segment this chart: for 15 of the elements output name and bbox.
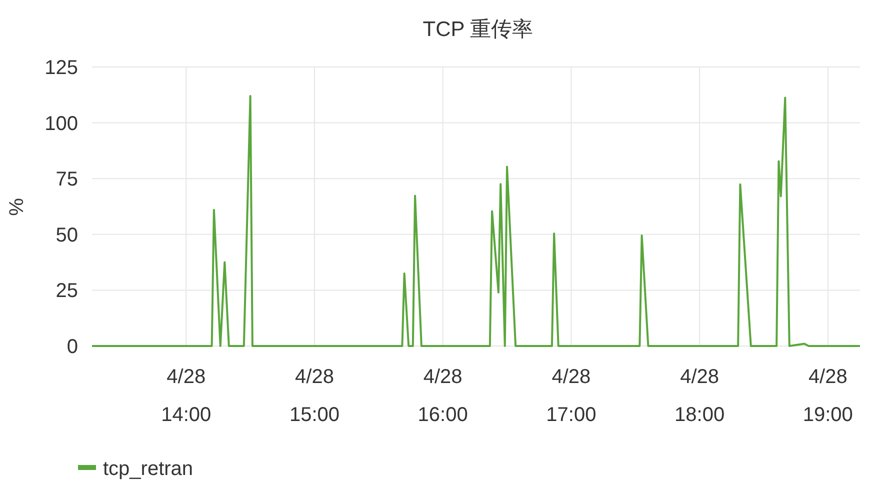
y-tick-label: 50 xyxy=(56,224,78,246)
x-tick-label: 4/28 14:00 xyxy=(161,366,212,426)
x-tick-label: 4/28 18:00 xyxy=(674,366,725,426)
x-tick-label: 4/28 19:00 xyxy=(802,366,853,426)
x-tick-label: 4/28 17:00 xyxy=(546,366,596,426)
chart-title: TCP 重传率 xyxy=(422,18,534,41)
y-tick-label: 0 xyxy=(66,336,78,358)
legend-label: tcp_retran xyxy=(103,458,194,480)
y-axis-title: % xyxy=(6,198,28,216)
y-tick-label: 75 xyxy=(56,168,78,191)
y-tick-label: 100 xyxy=(44,112,78,135)
x-tick-label: 4/28 15:00 xyxy=(289,366,340,426)
y-tick-label: 125 xyxy=(44,57,78,79)
y-tick-label: 25 xyxy=(56,280,78,302)
x-tick-label: 4/28 16:00 xyxy=(418,366,468,426)
